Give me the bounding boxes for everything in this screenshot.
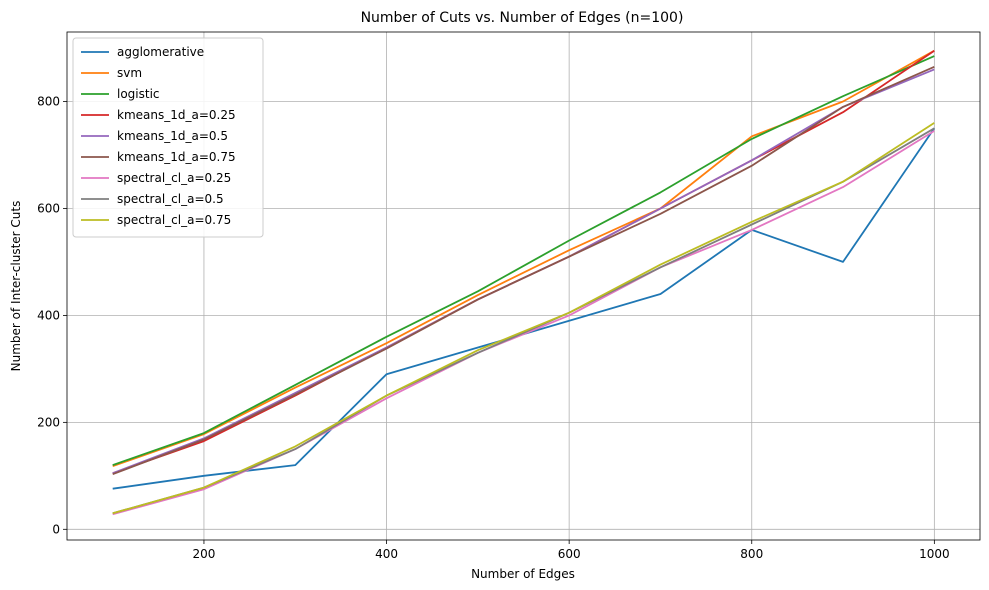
plot-frame bbox=[66, 31, 981, 541]
legend-label: logistic bbox=[117, 87, 160, 101]
legend-label: spectral_cl_a=0.5 bbox=[117, 192, 224, 206]
y-tick-label: 800 bbox=[37, 95, 60, 109]
series-line bbox=[112, 55, 935, 466]
legend-label: spectral_cl_a=0.25 bbox=[117, 171, 231, 185]
y-axis-label: Number of Inter-cluster Cuts bbox=[9, 201, 23, 372]
chart-title: Number of Cuts vs. Number of Edges (n=10… bbox=[361, 10, 684, 26]
x-axis-label: Number of Edges bbox=[471, 567, 575, 581]
grid bbox=[67, 32, 980, 540]
x-tick-label: 1000 bbox=[919, 547, 950, 561]
x-tick-label: 800 bbox=[740, 547, 763, 561]
y-ticks: 0 200 400 600 800 bbox=[37, 95, 67, 536]
series-lines bbox=[112, 49, 936, 516]
legend: agglomerative svm logistic kmeans_1d_a=0.25… bbox=[72, 37, 264, 238]
y-tick-label: 600 bbox=[37, 201, 60, 215]
legend-label: kmeans_1d_a=0.25 bbox=[117, 108, 236, 122]
legend-label: svm bbox=[117, 66, 142, 80]
series-line bbox=[112, 65, 935, 476]
x-tick-label: 600 bbox=[558, 547, 581, 561]
y-tick-label: 0 bbox=[52, 522, 60, 536]
y-tick-label: 200 bbox=[37, 415, 60, 429]
legend-label: kmeans_1d_a=0.5 bbox=[117, 129, 228, 143]
legend-label: spectral_cl_a=0.75 bbox=[117, 213, 231, 227]
series-line bbox=[112, 127, 935, 515]
series-line bbox=[112, 49, 935, 468]
y-tick-label: 400 bbox=[37, 308, 60, 322]
legend-label: kmeans_1d_a=0.75 bbox=[117, 150, 236, 164]
x-ticks: 200 400 600 800 1000 bbox=[192, 540, 950, 561]
x-tick-label: 400 bbox=[375, 547, 398, 561]
legend-box bbox=[72, 37, 264, 238]
x-tick-label: 200 bbox=[192, 547, 215, 561]
legend-label: agglomerative bbox=[117, 45, 204, 59]
series-line bbox=[112, 122, 935, 515]
